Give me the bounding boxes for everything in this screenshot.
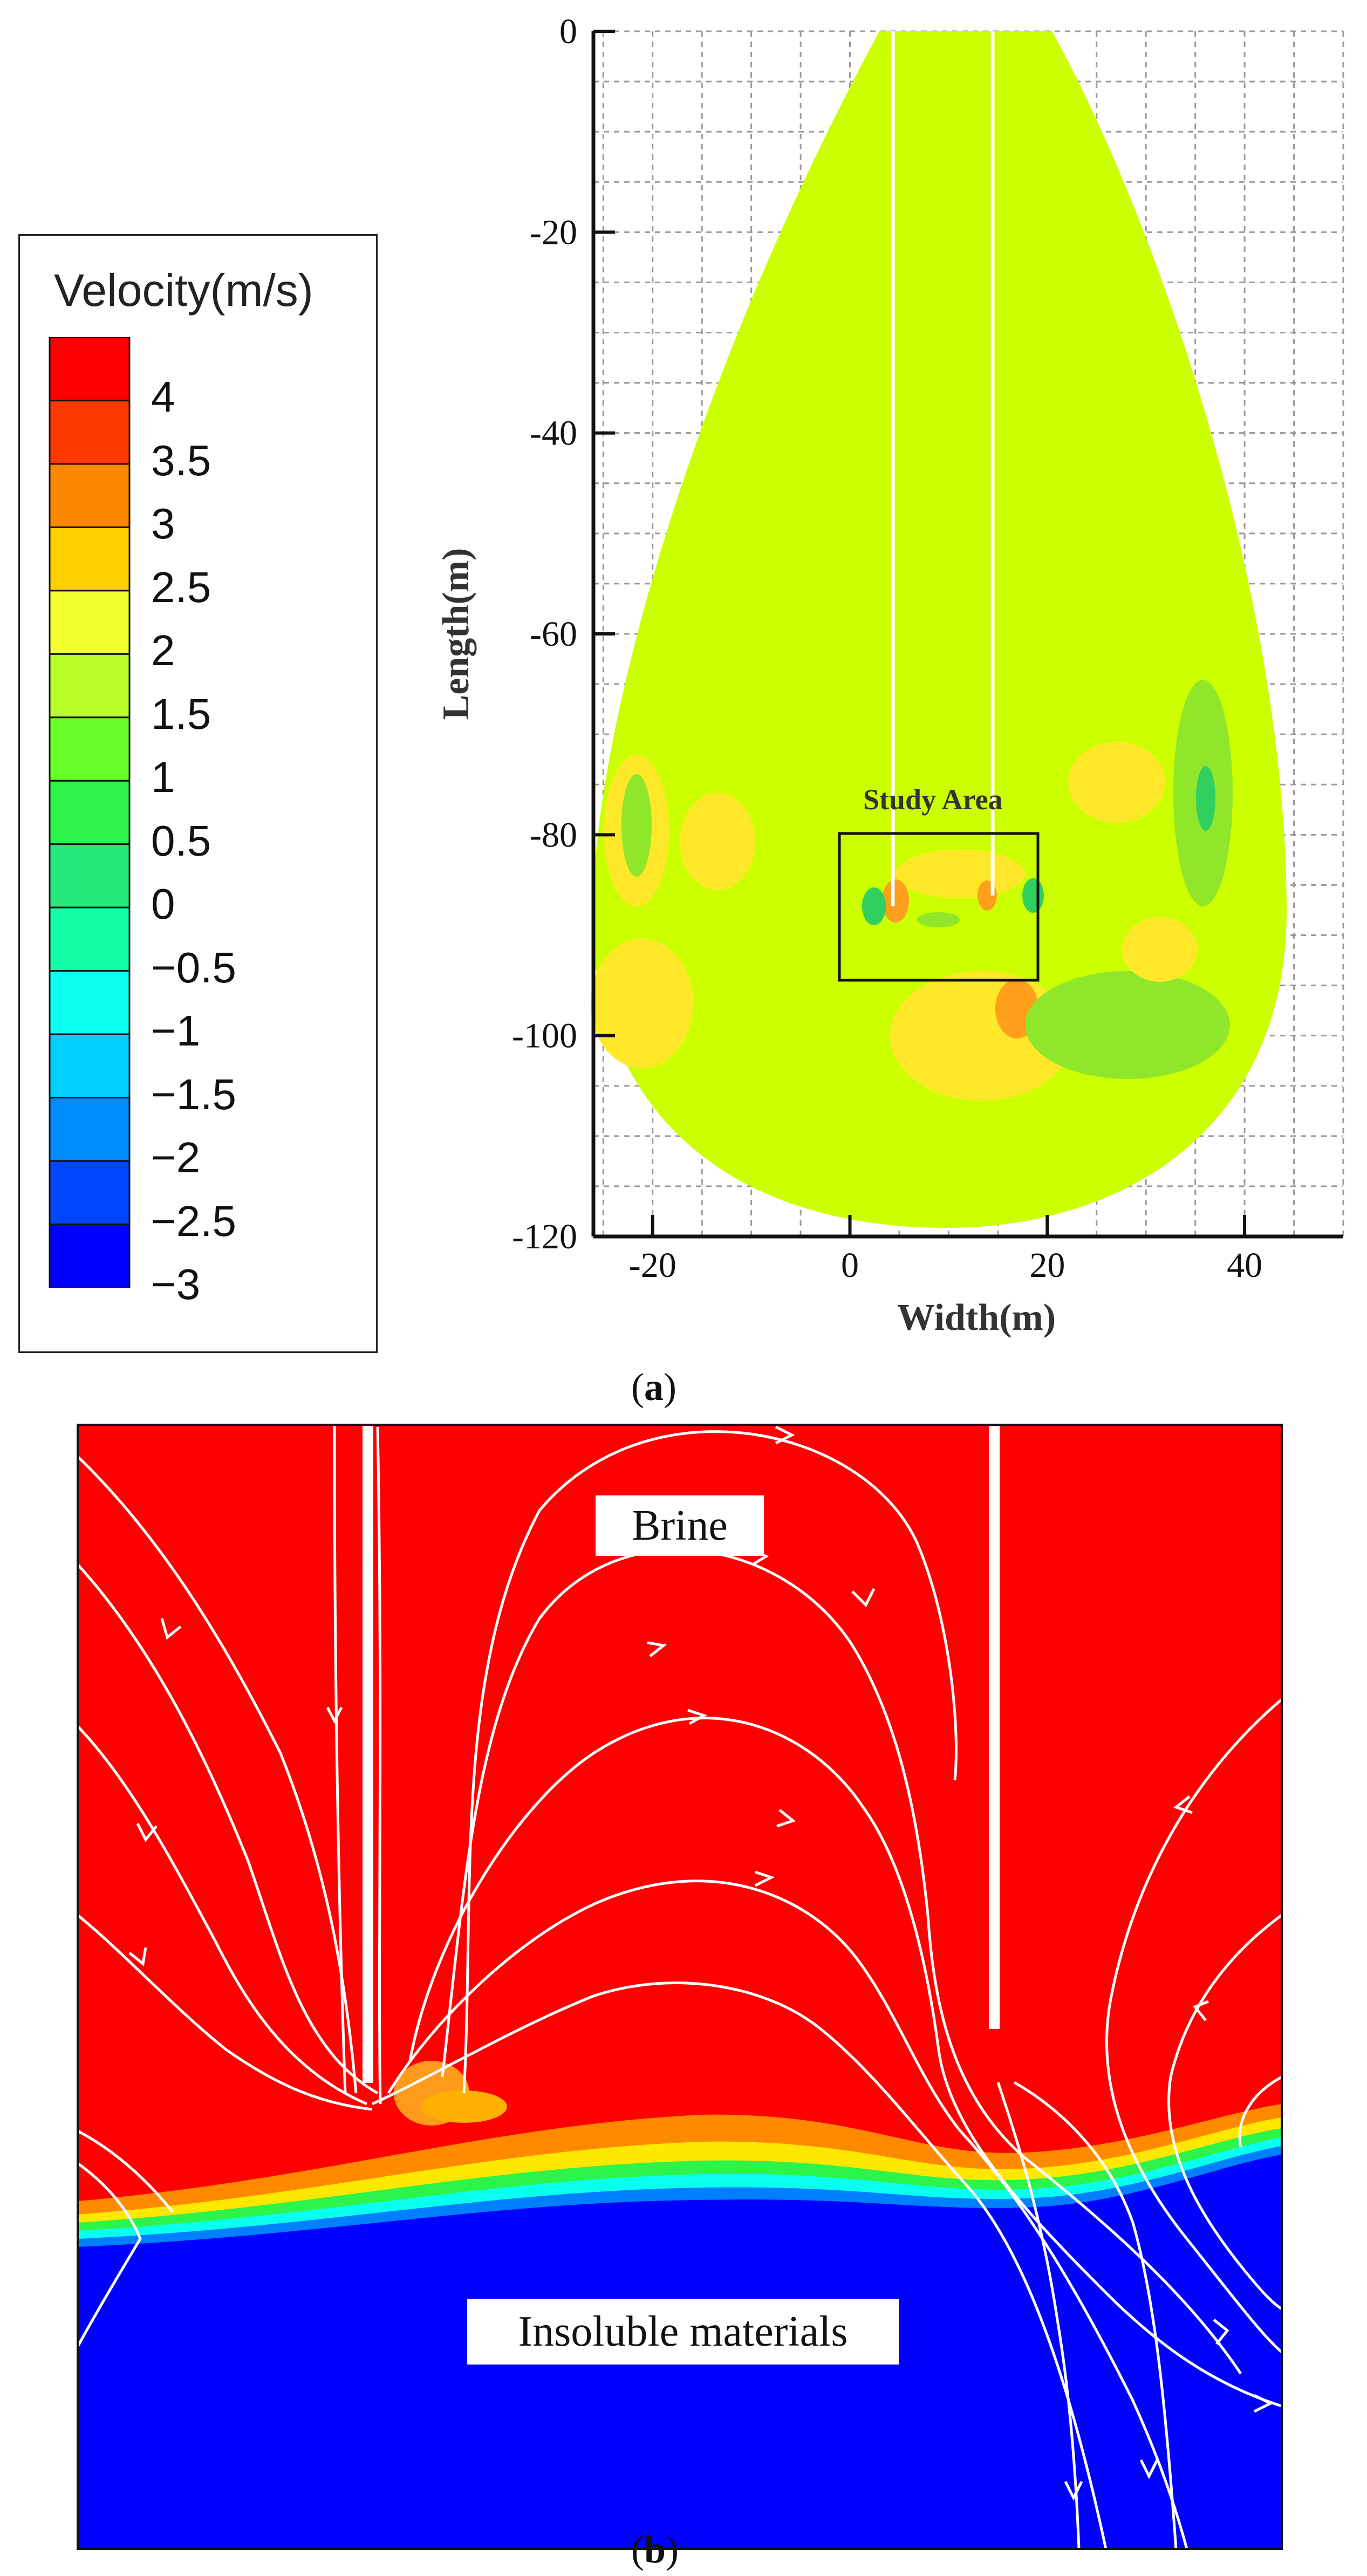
legend-swatch <box>49 716 131 782</box>
legend-label: −0.5 <box>151 943 236 992</box>
legend-label: 0.5 <box>151 816 211 865</box>
legend-label: 3 <box>151 500 175 548</box>
velocity-patches <box>591 680 1233 1101</box>
legend-label: −2.5 <box>151 1197 236 1245</box>
legend-label: 2 <box>151 626 175 675</box>
legend-swatch <box>49 590 131 655</box>
caption-b: (b) <box>631 2528 679 2571</box>
panel-b-frame <box>77 1424 1283 2550</box>
legend-label: −1.5 <box>151 1070 236 1118</box>
legend-title: Velocity(m/s) <box>54 265 313 316</box>
legend-swatch <box>49 970 131 1035</box>
legend-colorbar <box>49 337 131 1288</box>
legend-label: 3.5 <box>151 436 211 484</box>
legend-label: −2 <box>151 1133 201 1182</box>
legend-label: −1 <box>151 1007 201 1055</box>
legend-label: 2.5 <box>151 563 211 611</box>
legend-swatch <box>49 399 131 465</box>
y-tick-label: -80 <box>530 815 577 855</box>
x-tick-label: -20 <box>629 1246 676 1285</box>
tick-marks <box>593 30 1247 1238</box>
legend-swatch <box>49 843 131 908</box>
streamlines <box>78 1425 1282 2549</box>
legend-swatch <box>49 653 131 719</box>
y-tick-label: -20 <box>530 213 577 252</box>
legend-label: 1.5 <box>151 689 211 738</box>
study-area-label: Study Area <box>863 783 1003 816</box>
y-axis-title: Length(m) <box>435 548 477 720</box>
y-tick-label: -40 <box>530 414 577 453</box>
legend-swatch <box>49 1160 131 1226</box>
legend-swatch <box>49 463 131 528</box>
y-tick-label: -120 <box>512 1217 577 1256</box>
brine-label: Brine <box>596 1495 764 1556</box>
pipe-left <box>363 1425 373 2083</box>
panel-a-plot: Study Area -20 0 20 40 0 -20 -40 -60 -80 -100 -120… <box>435 12 1344 1338</box>
study-area-box <box>838 832 1040 982</box>
x-axis-title: Width(m) <box>897 1297 1056 1338</box>
cavern-domain <box>592 31 1287 1228</box>
x-tick-label: 0 <box>841 1246 859 1285</box>
legend-swatch <box>49 1224 131 1288</box>
x-tick-label: 20 <box>1029 1246 1065 1285</box>
y-tick-label: -100 <box>512 1016 577 1056</box>
x-tick-label: 40 <box>1227 1246 1262 1285</box>
streamline-arrows <box>128 1425 1274 2501</box>
legend-swatch <box>49 337 131 401</box>
legend-label: 4 <box>151 373 175 421</box>
y-tick-label: 0 <box>559 12 577 51</box>
legend-swatch <box>49 780 131 845</box>
insoluble-materials-label: Insoluble materials <box>467 2299 899 2365</box>
legend-label: −3 <box>151 1260 201 1308</box>
tick-labels: -20 0 20 40 0 -20 -40 -60 -80 -100 -120 <box>512 12 1262 1285</box>
caption-a: (a) <box>631 1365 676 1409</box>
panel-b-plot <box>78 1425 1282 2549</box>
legend-label: 1 <box>151 753 175 802</box>
legend-swatch <box>49 906 131 972</box>
legend-swatch <box>49 1033 131 1099</box>
legend-swatch <box>49 1097 131 1162</box>
legend-swatch <box>49 526 131 592</box>
legend-label: 0 <box>151 880 175 928</box>
y-tick-label: -60 <box>530 614 577 654</box>
pipe-right <box>989 1425 1000 2029</box>
